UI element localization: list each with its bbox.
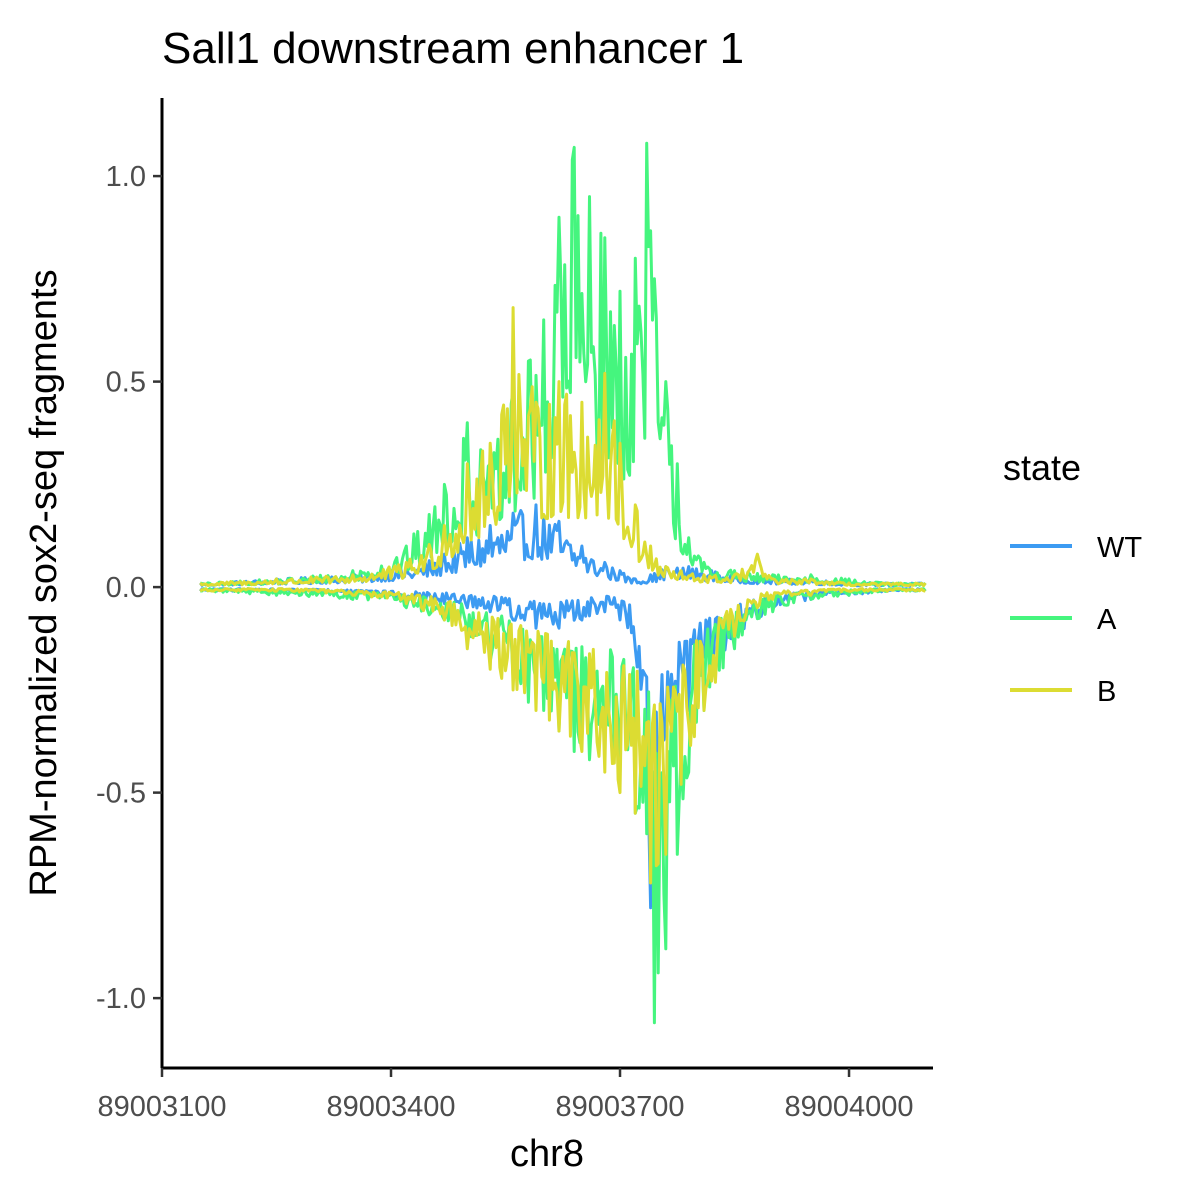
y-tick-label: 0.0 [106,572,146,604]
series-line-wt-minus [199,587,927,910]
series-line-a-plus [199,141,927,588]
legend-title: state [1003,447,1081,488]
x-tick-label: 89003400 [326,1091,455,1123]
x-axis-title: chr8 [510,1133,584,1175]
y-tick-label: -1.0 [96,983,146,1015]
x-tick-label: 89004000 [785,1091,914,1123]
series-lines [199,141,927,1025]
y-tick-label: 0.5 [106,367,146,399]
legend-label-a: A [1097,604,1117,636]
series-line-wt-plus [199,503,927,588]
series-line-b-plus [199,306,927,588]
y-tick-label: 1.0 [106,161,146,193]
series-line-b-minus [199,587,926,885]
legend-label-wt: WT [1097,532,1142,564]
x-tick-label: 89003100 [97,1091,226,1123]
y-axis-ticks: -1.0 -0.5 0.0 0.5 1.0 [96,161,162,1015]
legend-label-b: B [1097,676,1116,708]
x-tick-label: 89003700 [556,1091,685,1123]
series-line-a-minus [199,587,927,1025]
x-axis-ticks: 89003100 89003400 89003700 89004000 [97,1068,914,1123]
legend: state WT A B [1003,447,1142,708]
y-axis-title: RPM-normalized sox2-seq fragments [23,269,65,896]
chart-title: Sall1 downstream enhancer 1 [162,24,744,73]
y-tick-label: -0.5 [96,778,146,810]
